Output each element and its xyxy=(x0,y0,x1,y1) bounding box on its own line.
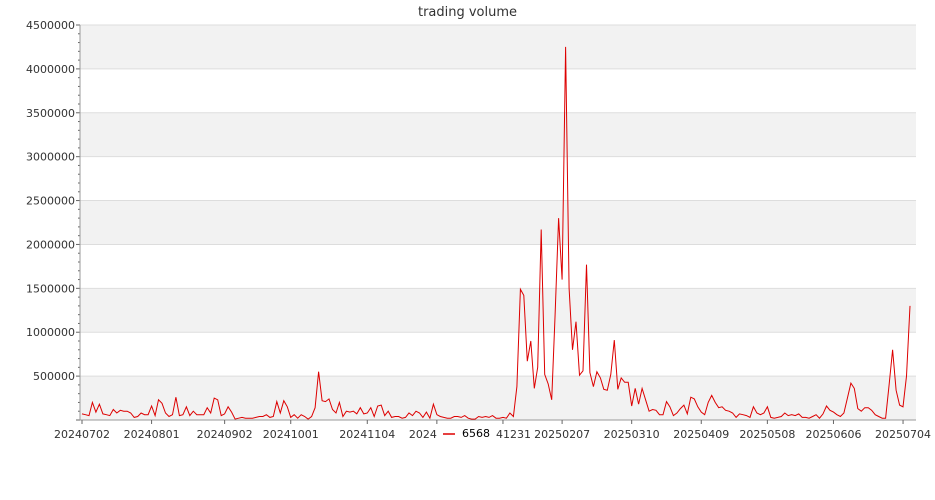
legend-background xyxy=(437,424,495,442)
x-tick-label: 20250207 xyxy=(534,428,590,441)
y-axis: 500000 1000000 1500000 2000000 2500000 300000… xyxy=(26,19,81,421)
grid-band xyxy=(80,112,916,157)
x-tick-label: 20250508 xyxy=(739,428,795,441)
grid-band xyxy=(80,376,916,420)
x-tick-label: 20241001 xyxy=(263,428,319,441)
series-layer xyxy=(81,46,911,420)
y-tick-label: 2000000 xyxy=(26,238,75,251)
x-tick-label: 20250704 xyxy=(875,428,931,441)
y-tick-label: 4500000 xyxy=(26,19,75,32)
y-tick-label: 500000 xyxy=(33,370,75,383)
y-tick-label: 3500000 xyxy=(26,107,75,120)
y-tick-label: 2500000 xyxy=(26,195,75,208)
legend: 6568 xyxy=(437,424,495,442)
grid-band xyxy=(80,288,916,333)
series-line xyxy=(81,46,911,420)
grid-lines xyxy=(80,24,916,377)
x-tick-label: 20241104 xyxy=(339,428,395,441)
y-tick-label: 1000000 xyxy=(26,326,75,339)
chart-title: trading volume xyxy=(418,5,517,20)
x-tick-label: 20250310 xyxy=(604,428,660,441)
x-tick-label: 20240702 xyxy=(54,428,110,441)
y-tick-label: 3000000 xyxy=(26,151,75,164)
x-tick-label: 20250606 xyxy=(805,428,861,441)
grid-band xyxy=(80,200,916,245)
x-tick-label: 20250409 xyxy=(673,428,729,441)
legend-label: 6568 xyxy=(462,427,490,440)
x-tick-label: 20240902 xyxy=(197,428,253,441)
y-tick-label: 1500000 xyxy=(26,282,75,295)
grid-band xyxy=(80,25,916,69)
grid-bands xyxy=(80,25,916,420)
y-tick-label: 4000000 xyxy=(26,63,75,76)
x-tick-label: 20240801 xyxy=(124,428,180,441)
